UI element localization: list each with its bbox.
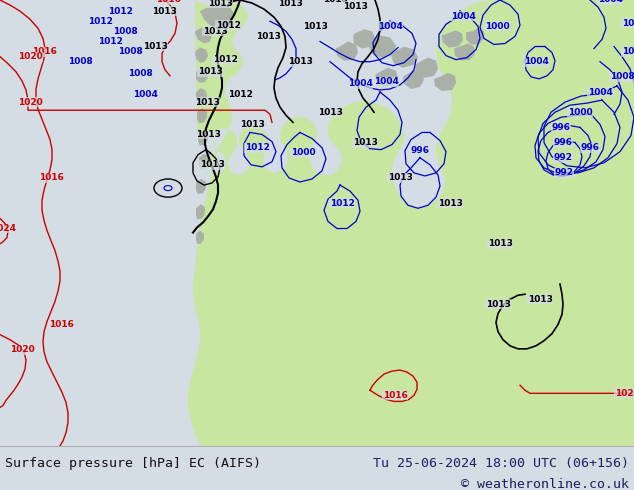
Text: Tu 25-06-2024 18:00 UTC (06+156): Tu 25-06-2024 18:00 UTC (06+156): [373, 457, 629, 469]
Polygon shape: [196, 68, 208, 83]
Text: 1012: 1012: [87, 17, 112, 26]
Polygon shape: [442, 30, 463, 48]
Text: 1020: 1020: [18, 98, 42, 107]
Text: 1020: 1020: [10, 345, 34, 354]
Text: 996: 996: [553, 138, 573, 147]
Text: 1008: 1008: [118, 47, 143, 56]
Text: 1000: 1000: [290, 148, 315, 157]
Text: 1024: 1024: [0, 224, 16, 233]
Polygon shape: [353, 29, 376, 49]
Text: 1008: 1008: [621, 47, 634, 56]
Text: 1013: 1013: [240, 120, 264, 129]
Polygon shape: [454, 44, 475, 61]
Text: 1016: 1016: [32, 47, 56, 56]
Polygon shape: [403, 70, 424, 89]
Text: 1008: 1008: [127, 69, 152, 78]
Text: 1012: 1012: [245, 143, 269, 152]
Text: 996: 996: [552, 123, 571, 132]
Text: 1004: 1004: [347, 79, 372, 88]
Text: 1013: 1013: [195, 130, 221, 139]
Text: 1004: 1004: [598, 0, 623, 4]
Text: 1013: 1013: [387, 173, 413, 182]
Text: 992: 992: [553, 153, 573, 162]
Text: 1008: 1008: [113, 27, 138, 36]
Text: 1004: 1004: [133, 90, 157, 98]
Text: 1013: 1013: [527, 295, 552, 304]
Text: 1016: 1016: [155, 0, 181, 4]
Polygon shape: [336, 42, 358, 61]
Text: 1020: 1020: [614, 389, 634, 398]
Text: 1016: 1016: [39, 173, 63, 182]
Text: © weatheronline.co.uk: © weatheronline.co.uk: [461, 478, 629, 490]
Polygon shape: [197, 108, 207, 123]
Text: 1008: 1008: [68, 57, 93, 66]
Text: 1000: 1000: [567, 108, 592, 117]
Text: 1013: 1013: [353, 138, 377, 147]
Text: 992: 992: [555, 169, 574, 177]
Text: 1004: 1004: [373, 77, 398, 86]
Text: 1004: 1004: [621, 19, 634, 28]
Text: 1013: 1013: [200, 160, 224, 170]
Text: 1013: 1013: [195, 98, 219, 107]
Text: 1012: 1012: [228, 90, 252, 98]
Polygon shape: [391, 47, 418, 68]
Polygon shape: [200, 3, 234, 29]
Polygon shape: [196, 88, 207, 103]
Polygon shape: [198, 130, 208, 146]
Text: 1013: 1013: [207, 0, 233, 7]
Text: 1013: 1013: [486, 300, 510, 309]
Text: 1013: 1013: [342, 1, 368, 11]
Text: 1012: 1012: [108, 7, 133, 16]
Polygon shape: [195, 48, 208, 63]
Polygon shape: [466, 28, 484, 45]
Text: 1016: 1016: [49, 320, 74, 329]
Text: 1020: 1020: [18, 52, 42, 61]
Text: 1000: 1000: [484, 22, 509, 31]
Polygon shape: [434, 73, 456, 91]
Text: 1013: 1013: [437, 199, 462, 208]
Polygon shape: [415, 58, 438, 78]
Text: 1008: 1008: [610, 73, 634, 81]
Text: Surface pressure [hPa] EC (AIFS): Surface pressure [hPa] EC (AIFS): [5, 457, 261, 469]
Text: 1013: 1013: [202, 27, 228, 36]
Text: 1013: 1013: [318, 108, 342, 117]
Text: 1013: 1013: [198, 67, 223, 76]
Text: 1012: 1012: [98, 37, 122, 46]
Text: 1013: 1013: [323, 0, 347, 4]
Polygon shape: [368, 35, 396, 58]
Text: 996: 996: [410, 146, 429, 155]
Text: 1013: 1013: [152, 7, 176, 16]
Polygon shape: [199, 154, 209, 169]
Polygon shape: [196, 204, 205, 220]
Polygon shape: [196, 230, 204, 244]
Text: 1013: 1013: [278, 0, 302, 7]
Polygon shape: [196, 179, 206, 194]
Text: 1004: 1004: [451, 12, 476, 21]
Text: 996: 996: [581, 143, 600, 152]
Polygon shape: [195, 27, 212, 44]
Text: 1012: 1012: [216, 21, 240, 30]
Polygon shape: [375, 68, 398, 87]
Text: 1004: 1004: [378, 22, 403, 31]
Text: 1013: 1013: [302, 22, 327, 31]
Text: 1004: 1004: [588, 88, 612, 97]
Text: 1012: 1012: [212, 55, 238, 64]
Text: 1004: 1004: [524, 57, 548, 66]
Text: 1016: 1016: [382, 391, 408, 400]
Text: 1013: 1013: [143, 42, 167, 51]
Text: 1012: 1012: [330, 199, 354, 208]
Polygon shape: [188, 0, 634, 446]
Text: 1013: 1013: [488, 239, 512, 248]
Text: 1013: 1013: [256, 32, 280, 41]
Text: 1013: 1013: [288, 57, 313, 66]
